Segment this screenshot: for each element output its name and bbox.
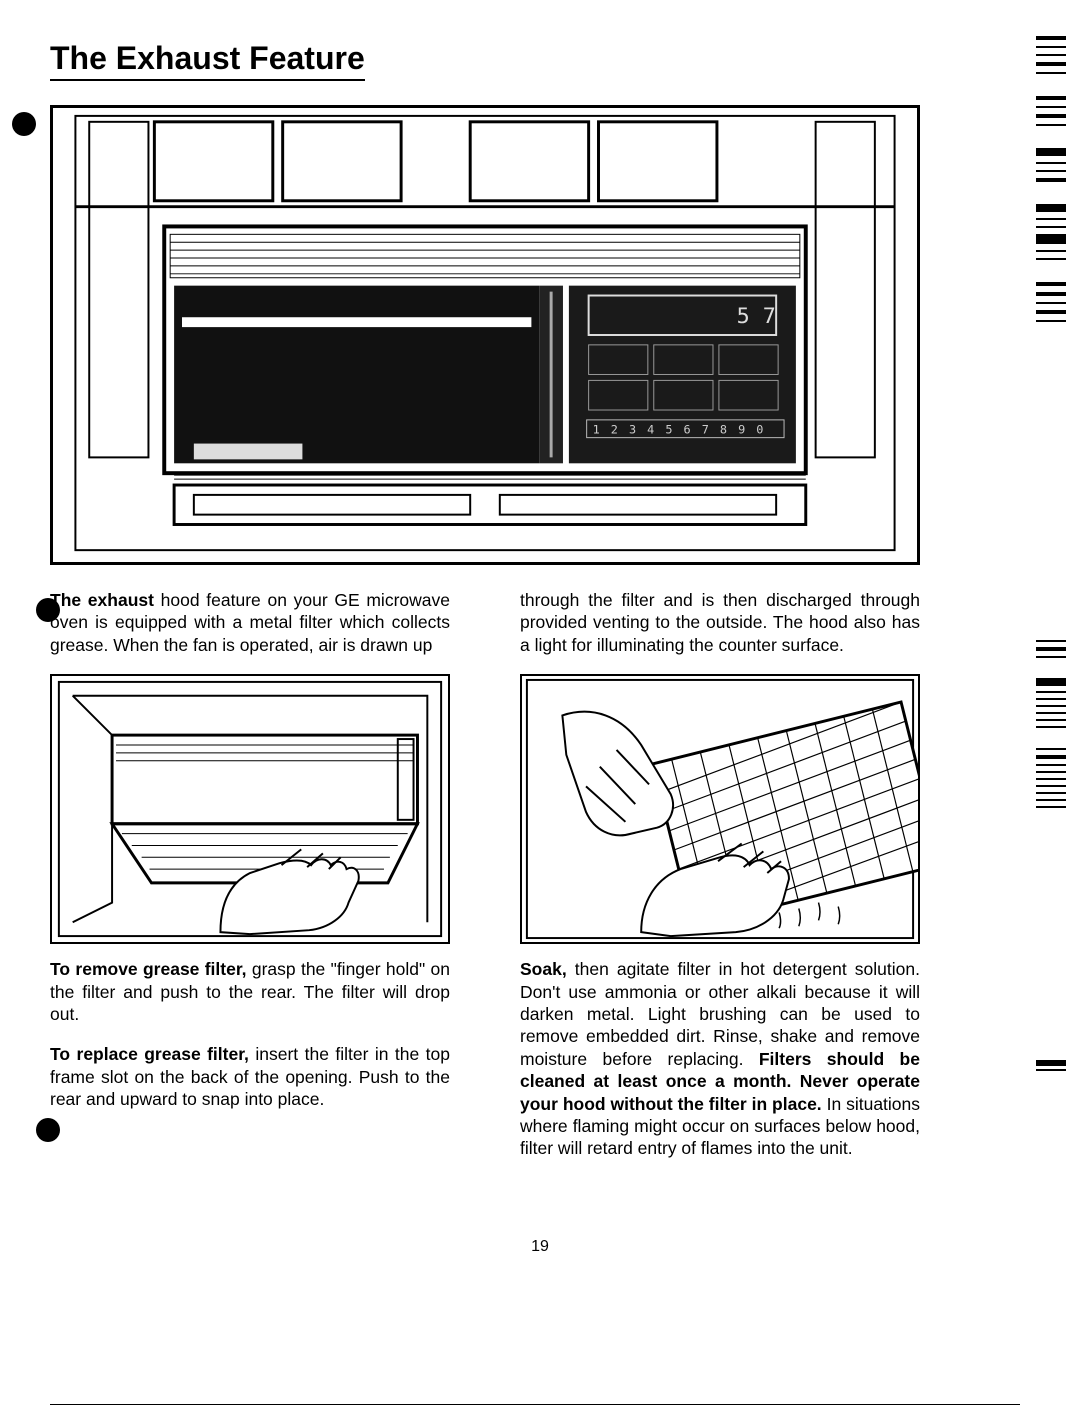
binder-hole-icon: [36, 598, 60, 622]
footer-rule: [50, 1404, 1020, 1405]
edge-marks-bottom: [1036, 1060, 1066, 1071]
binder-hole-icon: [12, 112, 36, 136]
replace-para: To replace grease filter, insert the fil…: [50, 1043, 450, 1110]
intro-columns: The exhaust hood feature on your GE micr…: [50, 589, 920, 674]
page-number: 19: [50, 1238, 1030, 1256]
binder-hole-icon: [36, 1118, 60, 1142]
remove-bold: To remove grease filter,: [50, 959, 247, 979]
replace-bold: To replace grease filter,: [50, 1044, 249, 1064]
filter-wash-illustration: [520, 674, 920, 944]
page-title: The Exhaust Feature: [50, 40, 365, 81]
intro-right: through the filter and is then discharge…: [520, 589, 920, 656]
hero-illustration: 5 7 1 2 3 4 5 6 7 8 9 0: [50, 105, 920, 565]
soak-para: Soak, then agitate filter in hot deterge…: [520, 958, 920, 1160]
clock-display: 5 7: [737, 304, 776, 329]
filter-remove-illustration: [50, 674, 450, 944]
soak-bold: Soak,: [520, 959, 567, 979]
lower-columns: To remove grease filter, grasp the "fing…: [50, 674, 920, 1178]
intro-left: The exhaust hood feature on your GE micr…: [50, 589, 450, 656]
remove-para: To remove grease filter, grasp the "fing…: [50, 958, 450, 1025]
keypad-numbers: 1 2 3 4 5 6 7 8 9 0: [593, 423, 766, 437]
intro-left-bold: The exhaust: [50, 590, 154, 610]
edge-marks-mid: [1036, 640, 1066, 808]
edge-marks-top: [1036, 36, 1066, 322]
